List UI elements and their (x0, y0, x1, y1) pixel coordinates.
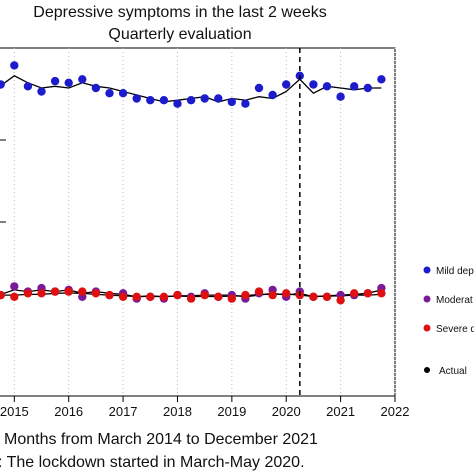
point-mild (0, 80, 5, 89)
legend-label-actual: Actual (439, 366, 467, 377)
point-mild (132, 94, 141, 103)
point-mild (363, 83, 372, 93)
point-mild (214, 94, 223, 103)
point-mild (159, 96, 169, 105)
figure-caption: : The lockdown started in March-May 2020… (0, 454, 305, 471)
point-mild (241, 99, 250, 108)
point-severe (105, 290, 114, 300)
chart-title: Depressive symptoms in the last 2 weeks (33, 4, 326, 21)
point-severe (23, 289, 33, 298)
point-severe (227, 294, 236, 303)
point-severe (64, 287, 73, 296)
point-mild (322, 82, 332, 91)
point-severe (268, 290, 277, 300)
point-mild (64, 78, 73, 88)
legend-marker-moderate (423, 295, 431, 303)
legend: Mild dep Moderat Severe d Actual (423, 266, 474, 377)
point-mild (10, 61, 19, 70)
point-mild (50, 76, 60, 86)
x-tick-label: 2019 (217, 404, 246, 419)
fitted-lines (0, 75, 382, 298)
point-severe (200, 290, 209, 300)
legend-label-severe: Severe d (436, 324, 474, 335)
point-mild (254, 83, 264, 93)
point-severe (0, 290, 5, 300)
point-severe (377, 289, 386, 298)
point-severe (282, 289, 291, 298)
point-severe (132, 292, 141, 301)
point-severe (214, 292, 223, 301)
point-severe (363, 289, 372, 298)
point-severe (37, 289, 46, 298)
legend-marker-severe (423, 324, 431, 332)
legend-label-moderate: Moderat (436, 295, 473, 306)
point-severe (78, 287, 87, 296)
point-severe (146, 292, 155, 301)
point-severe (173, 290, 182, 300)
point-moderat (10, 282, 19, 291)
point-severe (322, 292, 332, 301)
point-mild (37, 87, 46, 96)
legend-marker-actual (424, 367, 430, 373)
x-tick-label: 2018 (163, 404, 192, 419)
point-mild (23, 82, 33, 91)
point-mild (186, 96, 196, 105)
point-mild (350, 82, 359, 91)
point-mild (377, 75, 386, 84)
point-mild (173, 99, 182, 108)
x-tick-label: 2015 (0, 404, 29, 419)
point-severe (336, 296, 345, 305)
point-severe (241, 290, 250, 300)
point-mild (336, 92, 345, 101)
point-mild (227, 97, 236, 107)
x-tick-label: 2020 (272, 404, 301, 419)
point-severe (118, 292, 128, 301)
x-tick-label: 2016 (54, 404, 83, 419)
point-severe (91, 289, 101, 298)
point-mild (78, 75, 87, 84)
point-mild (268, 90, 277, 100)
point-severe (50, 287, 60, 296)
point-severe (254, 287, 264, 296)
point-severe (159, 292, 169, 301)
point-mild (105, 89, 114, 98)
x-axis-ticks: 2015 2016 2017 2018 2019 2020 2021 2022 (0, 396, 409, 419)
point-mild (309, 80, 318, 89)
point-mild (118, 89, 128, 98)
point-severe (186, 294, 196, 303)
chart-subtitle: Quarterly evaluation (108, 26, 251, 43)
legend-label-mild: Mild dep (436, 266, 474, 277)
x-tick-label: 2022 (381, 404, 410, 419)
point-mild (200, 94, 209, 103)
x-tick-label: 2021 (326, 404, 355, 419)
x-tick-label: 2017 (109, 404, 138, 419)
point-mild (91, 83, 101, 93)
point-mild (282, 80, 291, 89)
point-mild (146, 96, 155, 105)
point-severe (309, 292, 318, 301)
legend-marker-mild (423, 266, 431, 274)
point-severe (350, 289, 359, 298)
x-axis-label: Months from March 2014 to December 2021 (4, 431, 318, 448)
data-points (0, 61, 386, 305)
point-severe (10, 292, 19, 301)
plot-frame (0, 47, 396, 397)
